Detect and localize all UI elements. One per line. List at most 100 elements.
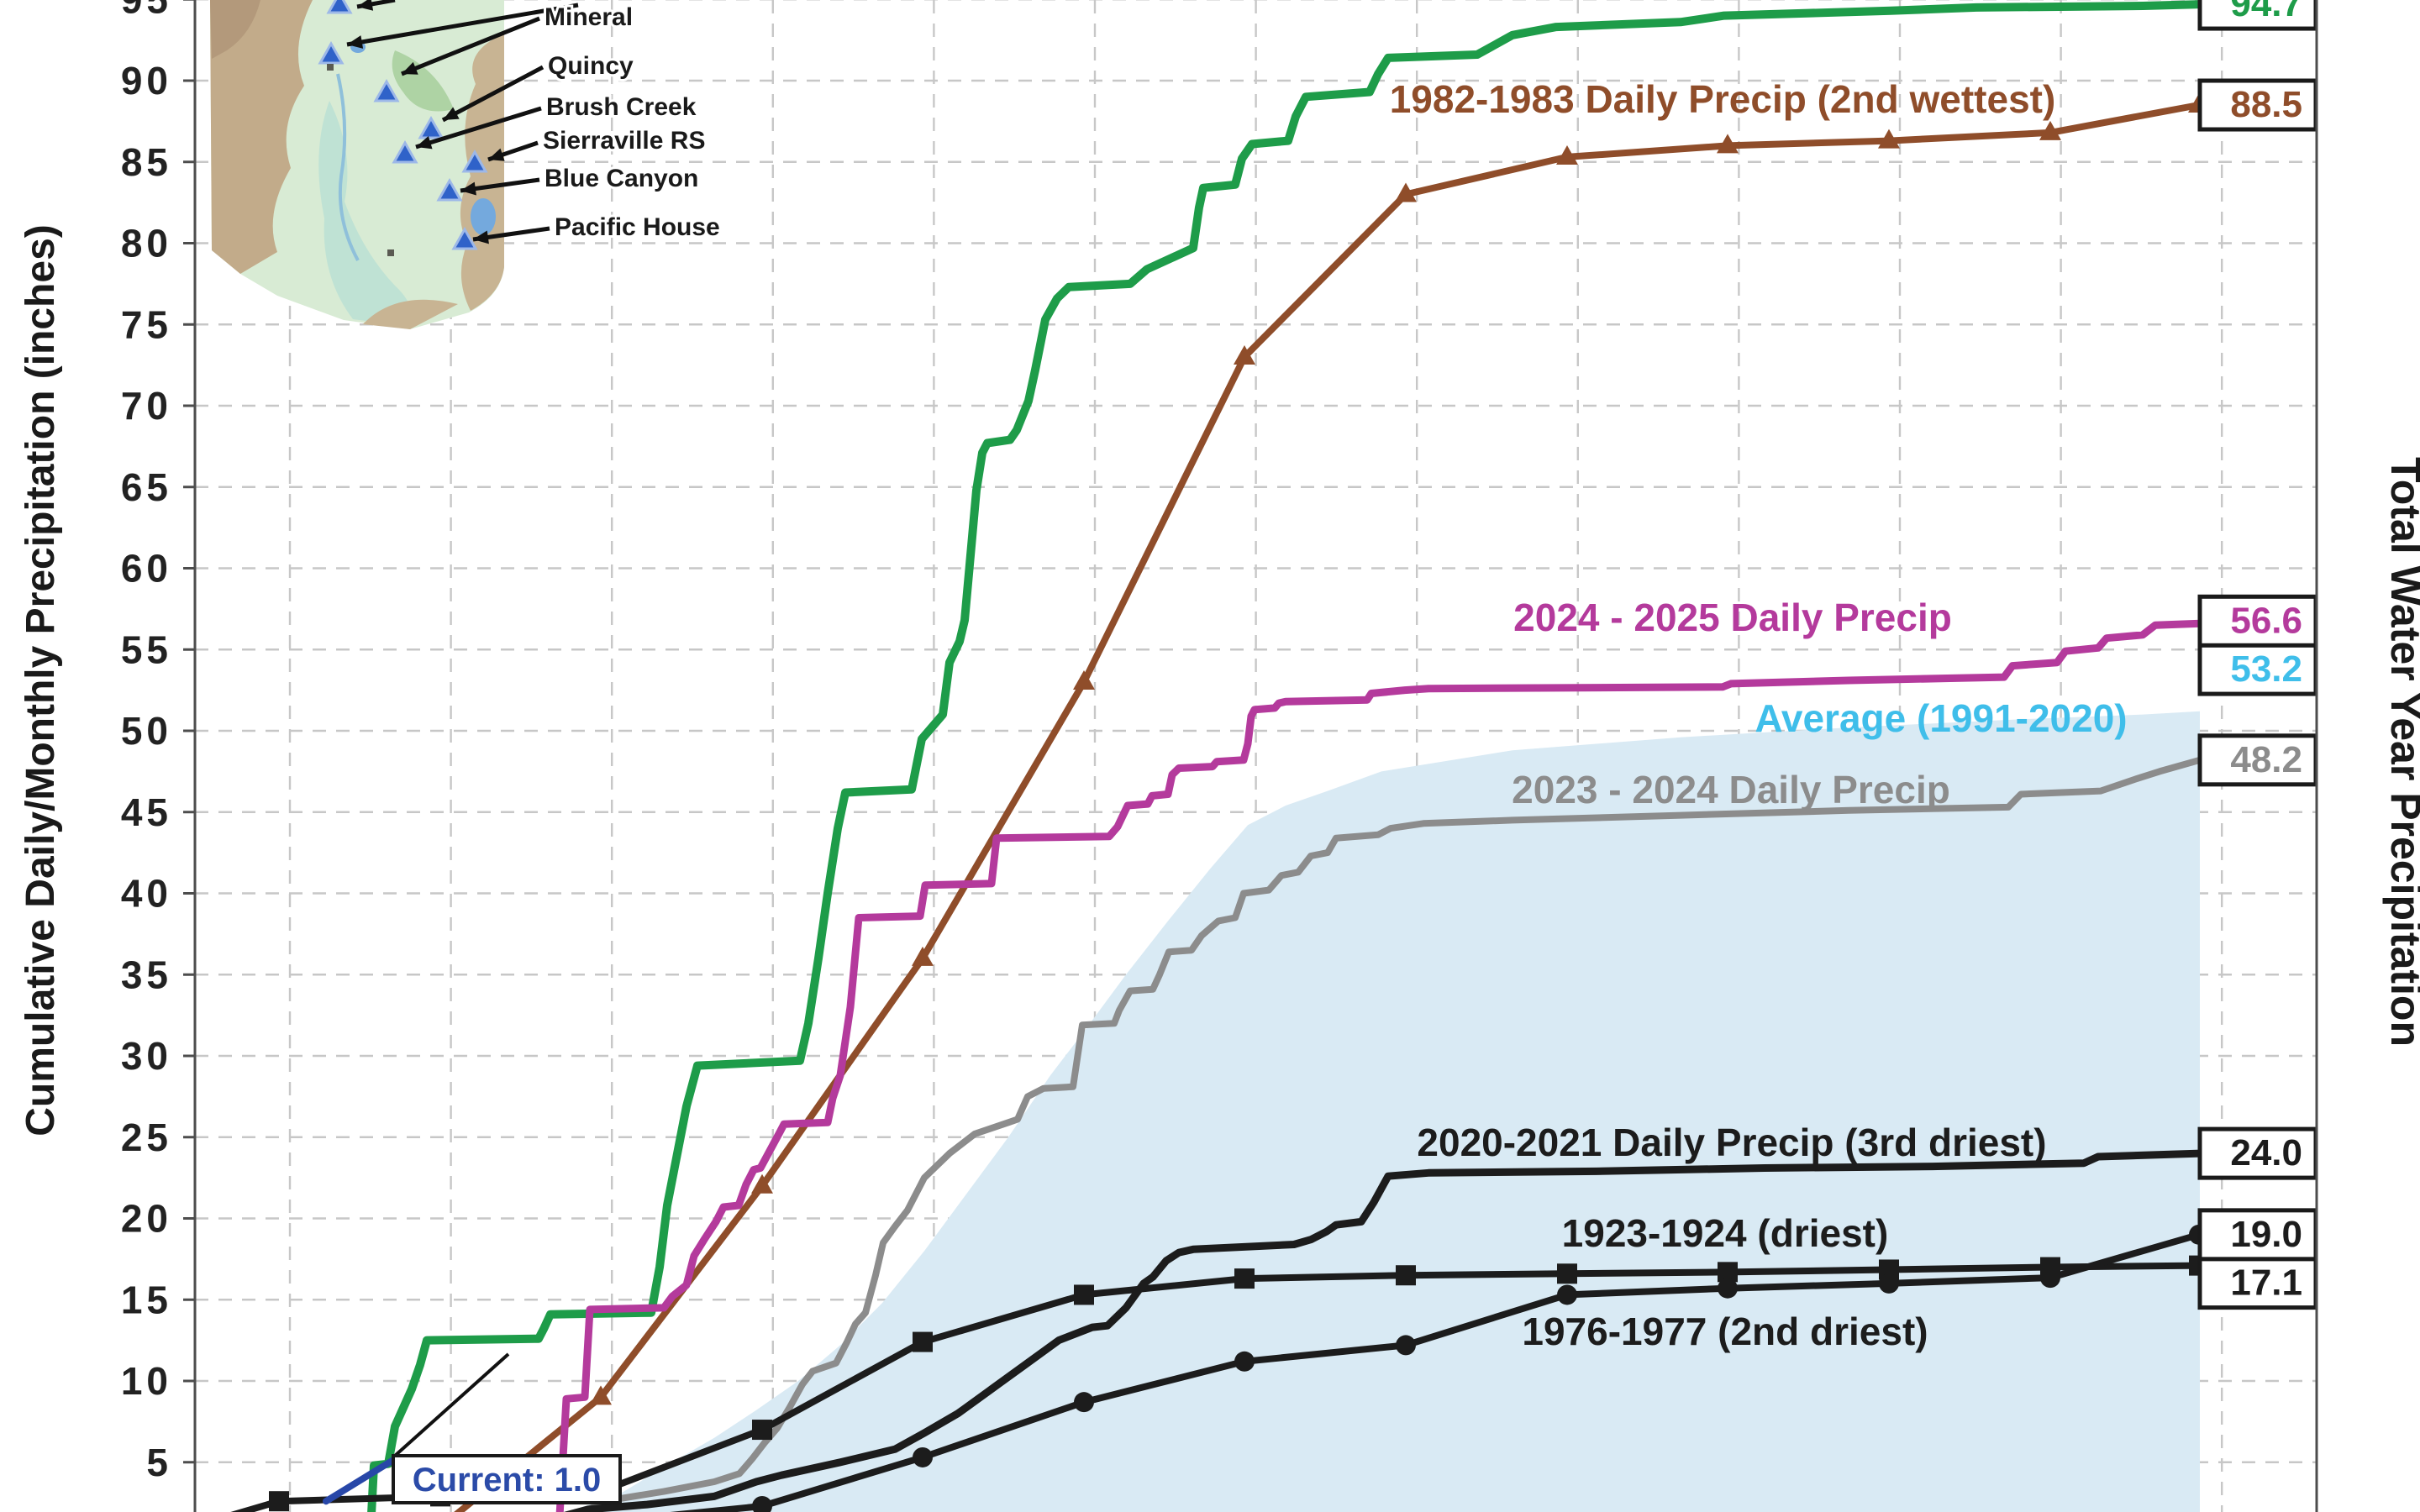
series-label-wy2020-2021: 2020-2021 Daily Precip (3rd driest)	[1417, 1121, 2046, 1164]
station-arrow	[401, 16, 540, 76]
marker-triangle	[912, 946, 934, 966]
y-tick-label: 20	[121, 1197, 172, 1241]
marker-circle	[913, 1446, 933, 1467]
y-tick-label: 30	[121, 1034, 172, 1078]
right-axis-title: Total Water Year Precipitation	[2382, 457, 2420, 1047]
marker-circle	[1879, 1273, 1899, 1294]
map-inset: Mineral Quincy Brush Creek Sierraville RS Bl…	[210, 0, 723, 329]
marker-triangle	[751, 1173, 773, 1194]
series-label-wy1982-1983: 1982-1983 Daily Precip (2nd wettest)	[1390, 77, 2056, 121]
series-wy1982-1983	[454, 93, 2210, 1512]
y-tick-label: 25	[121, 1116, 172, 1159]
marker-square	[1074, 1284, 1094, 1305]
end-value-average: 53.2	[2230, 648, 2302, 690]
marker-triangle	[1395, 182, 1417, 202]
marker-circle	[1557, 1284, 1577, 1305]
station-arrow	[441, 65, 544, 123]
marker-triangle	[1234, 344, 1255, 365]
series-label-wy2023-2024: 2023 - 2024 Daily Precip	[1512, 768, 1950, 811]
station-label: Sierraville RS	[543, 127, 705, 155]
station-arrowhead-icon	[357, 0, 374, 11]
marker-square	[1234, 1268, 1255, 1289]
marker-triangle	[1878, 129, 1900, 149]
series-line-wy2020-2021	[563, 1149, 2204, 1512]
marker-triangle	[1717, 134, 1739, 154]
marker-triangle	[590, 1385, 612, 1405]
series-label-wy2024-2025: 2024 - 2025 Daily Precip	[1513, 596, 1952, 639]
marker-square	[1557, 1263, 1577, 1284]
end-box-wy1976-1977: 19.0	[2197, 1208, 2318, 1262]
town-dot	[327, 64, 334, 71]
series: Current: 1.0	[230, 0, 2210, 1512]
average-area	[567, 711, 2200, 1512]
series-line-wy2023-2024	[576, 756, 2203, 1512]
series-labels: 2024 - 2025 Daily Precip Average (1991-20…	[1390, 77, 2128, 1353]
end-box-wy2024-2025: 56.6	[2197, 594, 2318, 648]
map-river	[336, 73, 360, 261]
end-value-wy2023-2024: 48.2	[2230, 739, 2302, 780]
station-arrow	[346, 3, 579, 47]
y-tick-label: 5	[146, 1441, 172, 1484]
end-value-wy2020-2021: 24.0	[2230, 1132, 2302, 1173]
marker-circle	[1234, 1351, 1255, 1372]
y-tick-label: 50	[121, 709, 172, 753]
map-ridge-green	[392, 50, 454, 112]
map-lake-tahoe	[471, 198, 496, 235]
map-valley-teal	[318, 101, 411, 326]
marker-circle	[752, 1495, 772, 1512]
marker-square	[1396, 1265, 1416, 1286]
map-terrain-west	[210, 0, 313, 274]
y-tick-label: 45	[121, 790, 172, 834]
series-line-wy1976-1977	[670, 1231, 2202, 1512]
station-label: Brush Creek	[546, 93, 697, 121]
y-tick-label: 75	[121, 302, 172, 346]
marker-triangle	[1073, 669, 1095, 690]
current-value-box: Current: 1.0	[392, 1454, 622, 1504]
y-tick-label: 70	[121, 384, 172, 428]
end-box-wy1923-1924: 17.1	[2197, 1257, 2318, 1310]
current-value-label: Current: 1.0	[413, 1462, 602, 1499]
station-triangle-icon	[418, 115, 445, 139]
marker-circle	[1396, 1335, 1416, 1356]
end-value-wy2024-2025: 56.6	[2230, 600, 2302, 641]
series-line-wettest-2016-2017	[367, 0, 2204, 1512]
y-tick-label: 60	[121, 547, 172, 591]
station-label: Blue Canyon	[544, 165, 698, 192]
station-arrow	[415, 106, 542, 150]
marker-square	[752, 1420, 772, 1441]
marker-triangle	[1556, 144, 1578, 165]
marker-triangle	[2039, 120, 2061, 140]
end-value-wy1976-1977: 19.0	[2230, 1214, 2302, 1255]
end-value-wy1923-1924: 17.1	[2230, 1263, 2302, 1304]
marker-circle	[1074, 1392, 1094, 1413]
end-value-wettest-2016-2017: 94.7	[2230, 0, 2302, 24]
series-label-wy1923-1924: 1923-1924 (driest)	[1562, 1211, 1889, 1255]
series-wy1976-1977	[670, 1224, 2209, 1512]
end-box-average: 53.2	[2197, 643, 2318, 696]
marker-circle	[1718, 1278, 1738, 1299]
current-leader-line	[393, 1352, 510, 1457]
series-average	[567, 711, 2200, 1512]
station-triangle-icon	[373, 78, 400, 102]
y-tick-label: 55	[121, 627, 172, 671]
marker-circle	[2040, 1268, 2060, 1289]
y-tick-label: 85	[121, 140, 172, 184]
station-arrowhead-icon	[416, 136, 433, 150]
station-arrowhead-icon	[473, 230, 489, 244]
station-arrowhead-icon	[347, 35, 364, 49]
y-tick-label: 15	[121, 1278, 172, 1321]
marker-square	[913, 1331, 933, 1352]
y-tick-label: 80	[121, 222, 172, 265]
y-tick-label: 65	[121, 465, 172, 509]
station-triangle-icon	[326, 0, 353, 14]
map-terrain-south	[361, 299, 458, 329]
end-value-wy1982-1983: 88.5	[2230, 84, 2302, 125]
station-triangle-icon	[436, 177, 463, 202]
station-arrowhead-icon	[460, 181, 476, 196]
y-tick-label: 40	[121, 872, 172, 916]
town-dot	[387, 249, 394, 256]
series-wy2023-2024	[576, 756, 2203, 1512]
end-box-wy2023-2024: 48.2	[2197, 733, 2318, 787]
